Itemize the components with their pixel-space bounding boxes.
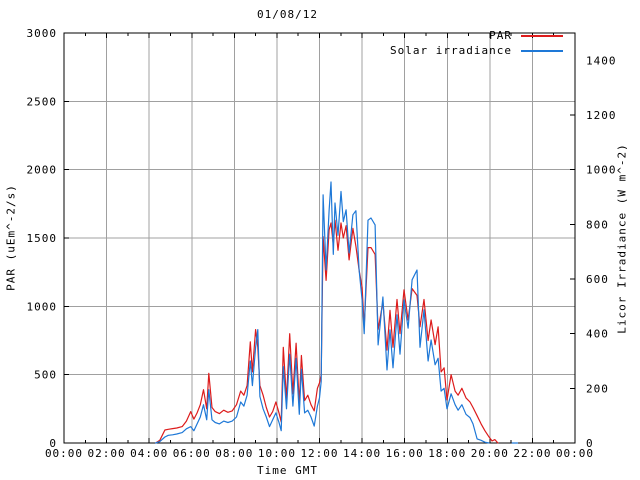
x-tick-label: 22:00 (513, 447, 551, 460)
x-tick-label: 20:00 (471, 447, 509, 460)
x-tick-label: 18:00 (428, 447, 466, 460)
legend-row-solar: Solar irradiance (390, 44, 563, 57)
y-left-tick-label: 500 (34, 369, 57, 382)
y-left-tick-label: 3000 (27, 27, 58, 40)
y-right-tick-label: 1000 (586, 164, 617, 177)
legend-label-solar: Solar irradiance (390, 44, 512, 57)
par-line-sample-icon (521, 34, 563, 37)
y-left-tick-label: 2000 (27, 164, 58, 177)
x-tick-label: 00:00 (556, 447, 594, 460)
y-left-tick-label: 1000 (27, 300, 58, 313)
x-tick-label: 08:00 (215, 447, 253, 460)
y-right-axis-label: Licor Irradiance (W m^-2) (615, 143, 629, 334)
plot-title: 01/08/12 (257, 8, 318, 21)
y-left-tick-label: 1500 (27, 232, 58, 245)
y-right-tick-label: 1400 (586, 54, 617, 67)
legend: PAR Solar irradiance (390, 29, 563, 57)
x-tick-label: 16:00 (386, 447, 424, 460)
x-tick-label: 00:00 (45, 447, 83, 460)
x-tick-label: 02:00 (88, 447, 126, 460)
legend-label-par: PAR (489, 29, 512, 42)
x-tick-label: 06:00 (173, 447, 211, 460)
y-left-axis-label: PAR (uEm^-2/s) (4, 184, 18, 291)
x-axis-label: Time GMT (257, 464, 318, 477)
par-series-line (155, 219, 499, 444)
legend-row-par: PAR (489, 29, 563, 42)
x-tick-label: 10:00 (258, 447, 296, 460)
y-right-tick-label: 200 (586, 382, 609, 395)
y-right-tick-label: 400 (586, 328, 609, 341)
x-tick-label: 14:00 (343, 447, 381, 460)
x-tick-label: 04:00 (130, 447, 168, 460)
y-right-tick-label: 600 (586, 273, 609, 286)
solar-line-sample-icon (521, 49, 563, 52)
y-right-tick-label: 0 (586, 437, 594, 450)
y-right-tick-label: 1200 (586, 109, 617, 122)
y-left-tick-label: 0 (49, 437, 57, 450)
y-right-tick-label: 800 (586, 218, 609, 231)
x-tick-label: 12:00 (300, 447, 338, 460)
solar-series-line (155, 181, 519, 444)
y-left-tick-label: 2500 (27, 95, 58, 108)
